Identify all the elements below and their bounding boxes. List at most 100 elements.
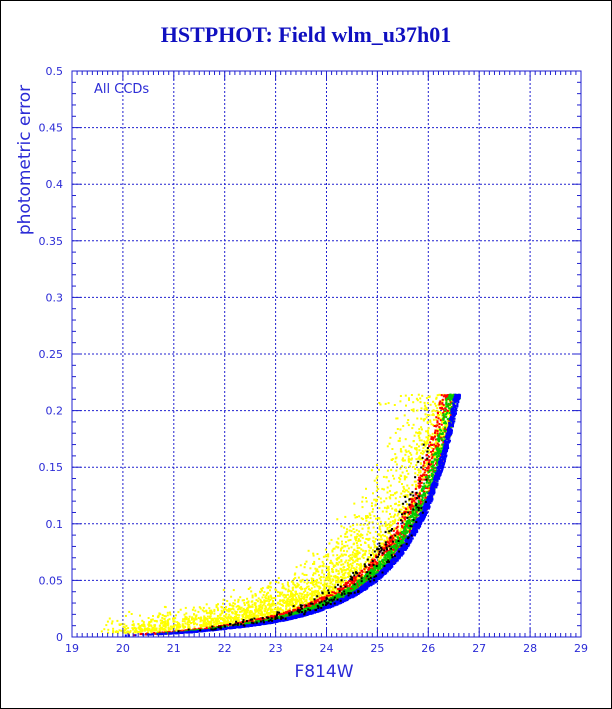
scatter-point [154, 628, 157, 631]
scatter-point [416, 494, 419, 497]
scatter-point [225, 606, 228, 609]
scatter-point [310, 597, 313, 600]
scatter-point [201, 619, 204, 622]
scatter-point [176, 629, 179, 631]
scatter-point [206, 615, 209, 618]
scatter-point [355, 559, 358, 562]
scatter-point [434, 442, 437, 445]
scatter-point [418, 490, 421, 493]
scatter-point [122, 629, 125, 632]
scatter-point [344, 587, 347, 590]
scatter-point [252, 613, 255, 616]
scatter-point [444, 443, 447, 446]
scatter-point [370, 565, 373, 568]
scatter-point [399, 495, 402, 498]
scatter-point [406, 421, 409, 424]
scatter-point [166, 623, 169, 626]
scatter-point [419, 471, 422, 474]
scatter-point [426, 485, 429, 488]
scatter-point [373, 498, 376, 501]
scatter-point [163, 629, 166, 632]
scatter-point [436, 407, 439, 410]
scatter-point [253, 619, 256, 622]
scatter-point [188, 615, 191, 618]
scatter-point [200, 619, 202, 622]
scatter-point [139, 630, 142, 633]
scatter-point [360, 574, 362, 577]
scatter-point [191, 608, 194, 611]
scatter-point [326, 558, 329, 561]
scatter-point [207, 625, 210, 628]
scatter-point [177, 626, 179, 628]
scatter-point [260, 617, 263, 620]
scatter-point [234, 615, 236, 618]
scatter-point [272, 600, 275, 603]
scatter-point [420, 417, 423, 420]
scatter-point [397, 439, 400, 442]
scatter-point [285, 594, 287, 597]
scatter-point [297, 606, 300, 609]
scatter-point [112, 627, 115, 630]
scatter-point [331, 568, 334, 571]
scatter-point [294, 576, 297, 579]
scatter-point [426, 469, 429, 472]
scatter-point [194, 622, 197, 625]
scatter-point [250, 613, 253, 616]
scatter-point [360, 563, 362, 566]
scatter-point [436, 410, 439, 413]
scatter-point [425, 442, 428, 445]
scatter-point [209, 613, 212, 616]
scatter-point [292, 583, 295, 586]
scatter-point [438, 436, 441, 438]
scatter-point [416, 417, 419, 420]
scatter-point [391, 548, 394, 551]
scatter-point [281, 599, 284, 602]
scatter-point [411, 484, 414, 487]
scatter-point [312, 572, 315, 575]
scatter-point [432, 414, 435, 417]
scatter-point [328, 571, 331, 574]
scatter-point [316, 585, 319, 588]
scatter-point [392, 554, 395, 557]
scatter-point [362, 554, 365, 557]
scatter-point [369, 565, 372, 568]
scatter-point [134, 631, 137, 634]
scatter-point [153, 619, 156, 622]
scatter-point [362, 523, 365, 526]
scatter-point [156, 615, 159, 618]
scatter-point [423, 401, 426, 404]
scatter-point [415, 483, 417, 486]
scatter-point [365, 566, 368, 569]
scatter-point [429, 465, 432, 468]
scatter-point [267, 591, 270, 594]
scatter-point [387, 541, 390, 544]
scatter-point [420, 452, 423, 455]
scatter-point [152, 626, 155, 629]
scatter-point [242, 607, 245, 610]
scatter-point [439, 444, 442, 447]
scatter-point [341, 569, 344, 572]
scatter-point [410, 394, 413, 396]
scatter-point [431, 455, 434, 458]
scatter-point [197, 627, 200, 630]
scatter-point [441, 421, 443, 424]
scatter-point [321, 569, 324, 572]
scatter-point [407, 450, 410, 453]
scatter-point [265, 594, 268, 597]
scatter-point [299, 587, 302, 589]
scatter-point [393, 521, 396, 523]
scatter-point [377, 551, 379, 554]
scatter-point [295, 609, 298, 612]
scatter-point [379, 520, 382, 523]
scatter-point [137, 623, 140, 626]
scatter-point [219, 622, 222, 624]
scatter-point [416, 484, 419, 487]
scatter-point [407, 472, 410, 475]
scatter-point [404, 520, 407, 523]
scatter-point [228, 613, 231, 616]
scatter-point [251, 603, 254, 606]
scatter-point [402, 495, 405, 498]
scatter-point [228, 609, 231, 612]
scatter-point [298, 592, 301, 595]
scatter-point [341, 546, 344, 549]
